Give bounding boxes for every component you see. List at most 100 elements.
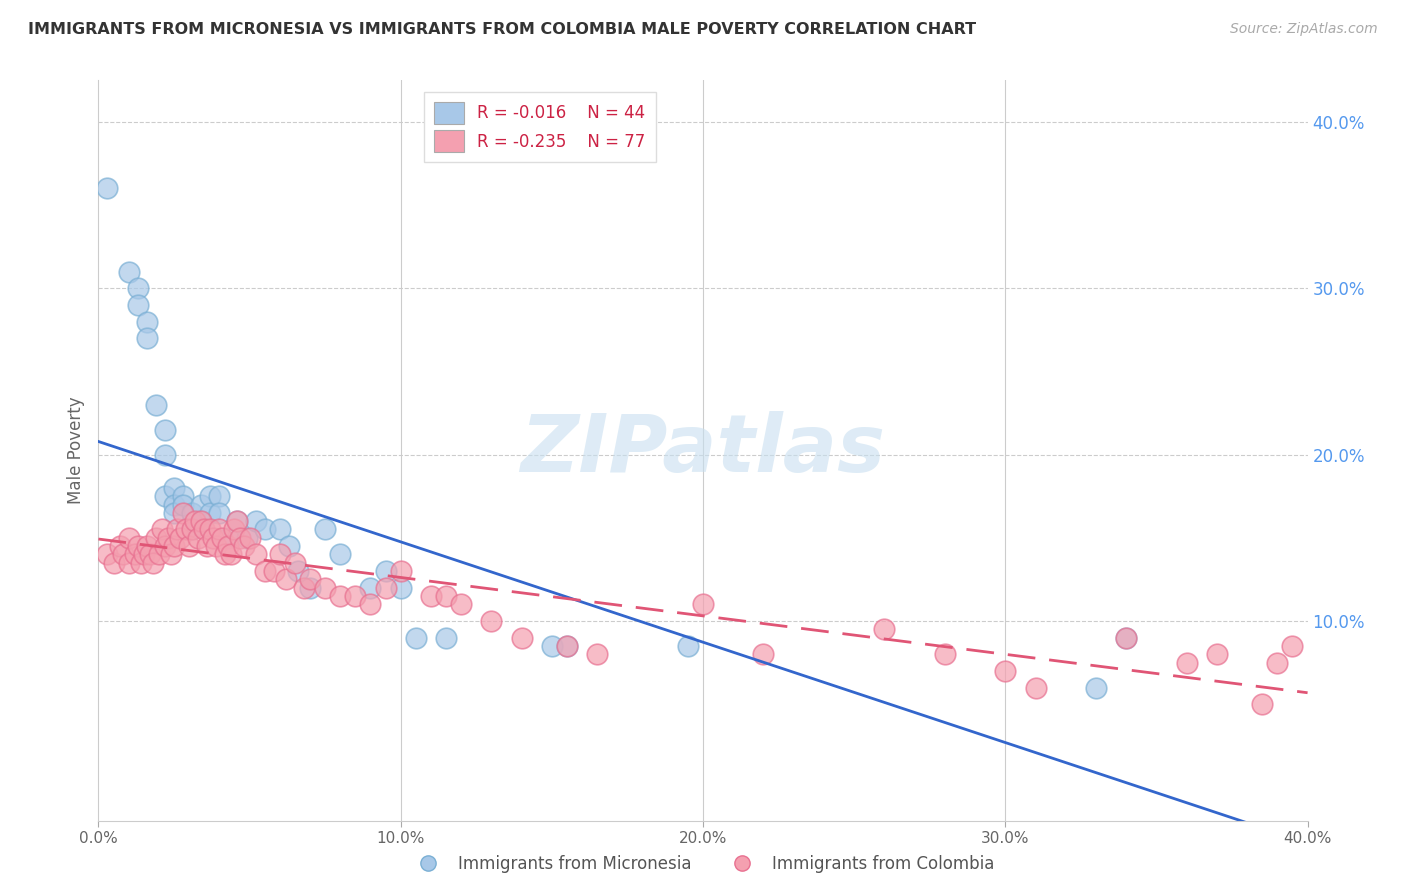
Point	[214, 548, 236, 562]
Point	[129, 556, 152, 570]
Point	[145, 398, 167, 412]
Point	[329, 548, 352, 562]
Point	[135, 331, 157, 345]
Point	[179, 539, 201, 553]
Point	[181, 523, 204, 537]
Point	[1281, 639, 1303, 653]
Point	[389, 581, 412, 595]
Point	[360, 598, 382, 612]
Point	[314, 581, 336, 595]
Point	[752, 647, 775, 661]
Point	[1085, 681, 1108, 695]
Point	[277, 539, 299, 553]
Point	[360, 581, 382, 595]
Point	[586, 647, 609, 661]
Point	[118, 531, 141, 545]
Point	[217, 539, 239, 553]
Point	[184, 514, 207, 528]
Point	[510, 631, 533, 645]
Legend: Immigrants from Micronesia, Immigrants from Colombia: Immigrants from Micronesia, Immigrants f…	[405, 848, 1001, 880]
Point	[132, 548, 155, 562]
Text: IMMIGRANTS FROM MICRONESIA VS IMMIGRANTS FROM COLOMBIA MALE POVERTY CORRELATION : IMMIGRANTS FROM MICRONESIA VS IMMIGRANTS…	[28, 22, 976, 37]
Point	[274, 573, 297, 587]
Point	[226, 514, 249, 528]
Point	[139, 548, 162, 562]
Point	[211, 531, 233, 545]
Point	[229, 531, 252, 545]
Point	[142, 556, 165, 570]
Point	[292, 581, 315, 595]
Point	[103, 556, 125, 570]
Point	[374, 564, 396, 578]
Point	[873, 623, 896, 637]
Point	[163, 506, 186, 520]
Point	[193, 523, 215, 537]
Point	[153, 448, 176, 462]
Point	[127, 298, 149, 312]
Point	[1115, 631, 1137, 645]
Point	[166, 523, 188, 537]
Point	[127, 281, 149, 295]
Point	[299, 573, 322, 587]
Point	[148, 548, 170, 562]
Point	[1024, 681, 1046, 695]
Point	[172, 498, 194, 512]
Point	[96, 181, 118, 195]
Point	[555, 639, 578, 653]
Point	[156, 531, 179, 545]
Point	[153, 489, 176, 503]
Point	[314, 523, 336, 537]
Point	[195, 539, 218, 553]
Point	[1251, 697, 1274, 711]
Point	[181, 523, 204, 537]
Point	[153, 539, 176, 553]
Point	[344, 589, 367, 603]
Point	[1267, 656, 1289, 670]
Point	[1175, 656, 1198, 670]
Point	[221, 548, 243, 562]
Point	[205, 539, 228, 553]
Point	[163, 481, 186, 495]
Point	[253, 564, 276, 578]
Point	[163, 539, 186, 553]
Point	[174, 523, 197, 537]
Text: Source: ZipAtlas.com: Source: ZipAtlas.com	[1230, 22, 1378, 37]
Point	[187, 531, 209, 545]
Point	[676, 639, 699, 653]
Point	[299, 581, 322, 595]
Point	[245, 514, 267, 528]
Point	[190, 498, 212, 512]
Point	[450, 598, 472, 612]
Point	[405, 631, 427, 645]
Point	[160, 548, 183, 562]
Point	[111, 548, 134, 562]
Point	[135, 314, 157, 328]
Point	[226, 514, 249, 528]
Point	[434, 631, 457, 645]
Point	[145, 531, 167, 545]
Point	[420, 589, 443, 603]
Point	[239, 531, 262, 545]
Point	[284, 556, 307, 570]
Point	[96, 548, 118, 562]
Point	[481, 614, 503, 628]
Point	[150, 523, 173, 537]
Point	[190, 514, 212, 528]
Point	[1115, 631, 1137, 645]
Point	[163, 498, 186, 512]
Point	[153, 423, 176, 437]
Point	[253, 523, 276, 537]
Text: ZIPatlas: ZIPatlas	[520, 411, 886, 490]
Point	[108, 539, 131, 553]
Point	[232, 539, 254, 553]
Point	[555, 639, 578, 653]
Point	[118, 264, 141, 278]
Point	[934, 647, 956, 661]
Point	[269, 523, 291, 537]
Point	[202, 531, 225, 545]
Point	[269, 548, 291, 562]
Point	[172, 489, 194, 503]
Point	[245, 548, 267, 562]
Point	[181, 506, 204, 520]
Point	[124, 548, 146, 562]
